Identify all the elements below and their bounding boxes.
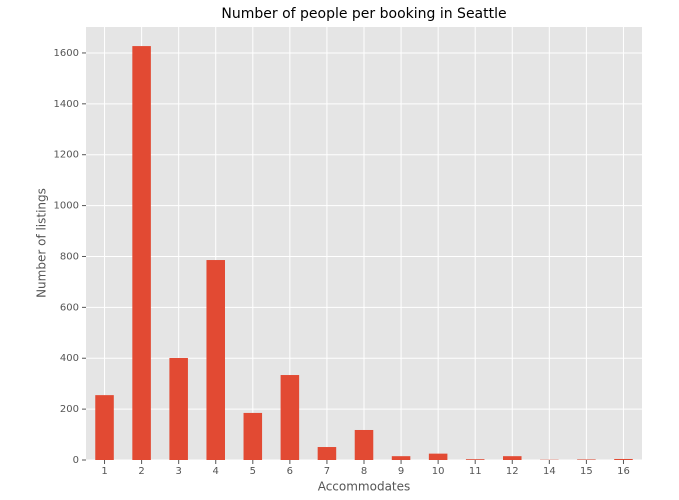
bar [206, 260, 225, 460]
x-tick-label: 4 [213, 466, 219, 477]
bar [391, 456, 411, 460]
x-tick-label: 5 [250, 466, 256, 477]
x-tick-label: 1 [101, 466, 107, 477]
x-axis-label: Accommodates [318, 480, 411, 494]
bar [169, 357, 188, 460]
y-tick-label: 1000 [54, 201, 79, 212]
y-axis-label: Number of listings [35, 188, 49, 298]
y-tick-label: 1600 [54, 48, 79, 59]
bar [465, 459, 485, 460]
x-tick-label: 15 [580, 466, 593, 477]
bar [428, 453, 448, 460]
x-tick-label: 12 [506, 466, 519, 477]
x-tick-label: 10 [432, 466, 445, 477]
bar [503, 456, 522, 460]
chart-title: Number of people per booking in Seattle [221, 6, 506, 22]
bar [95, 395, 114, 460]
bar [354, 429, 374, 460]
x-tick-label: 2 [138, 466, 144, 477]
y-tick-label: 600 [60, 302, 79, 313]
bar [614, 458, 633, 460]
x-tick-label: 16 [617, 466, 630, 477]
y-tick-label: 200 [60, 404, 79, 415]
bar [280, 375, 300, 460]
y-tick-label: 0 [73, 455, 79, 466]
x-tick-label: 11 [469, 466, 482, 477]
y-tick-label: 800 [60, 251, 79, 262]
x-tick-label: 6 [287, 466, 293, 477]
x-tick-label: 14 [543, 466, 556, 477]
bar [317, 447, 337, 460]
bar [243, 412, 263, 460]
bar [577, 459, 596, 460]
x-tick-label: 8 [361, 466, 367, 477]
y-tick-label: 400 [60, 353, 79, 364]
x-tick-label: 7 [324, 466, 330, 477]
x-tick-label: 9 [398, 466, 404, 477]
bar [132, 46, 151, 460]
y-tick-label: 1400 [54, 99, 79, 110]
y-tick-label: 1200 [54, 150, 79, 161]
x-tick-label: 3 [175, 466, 181, 477]
